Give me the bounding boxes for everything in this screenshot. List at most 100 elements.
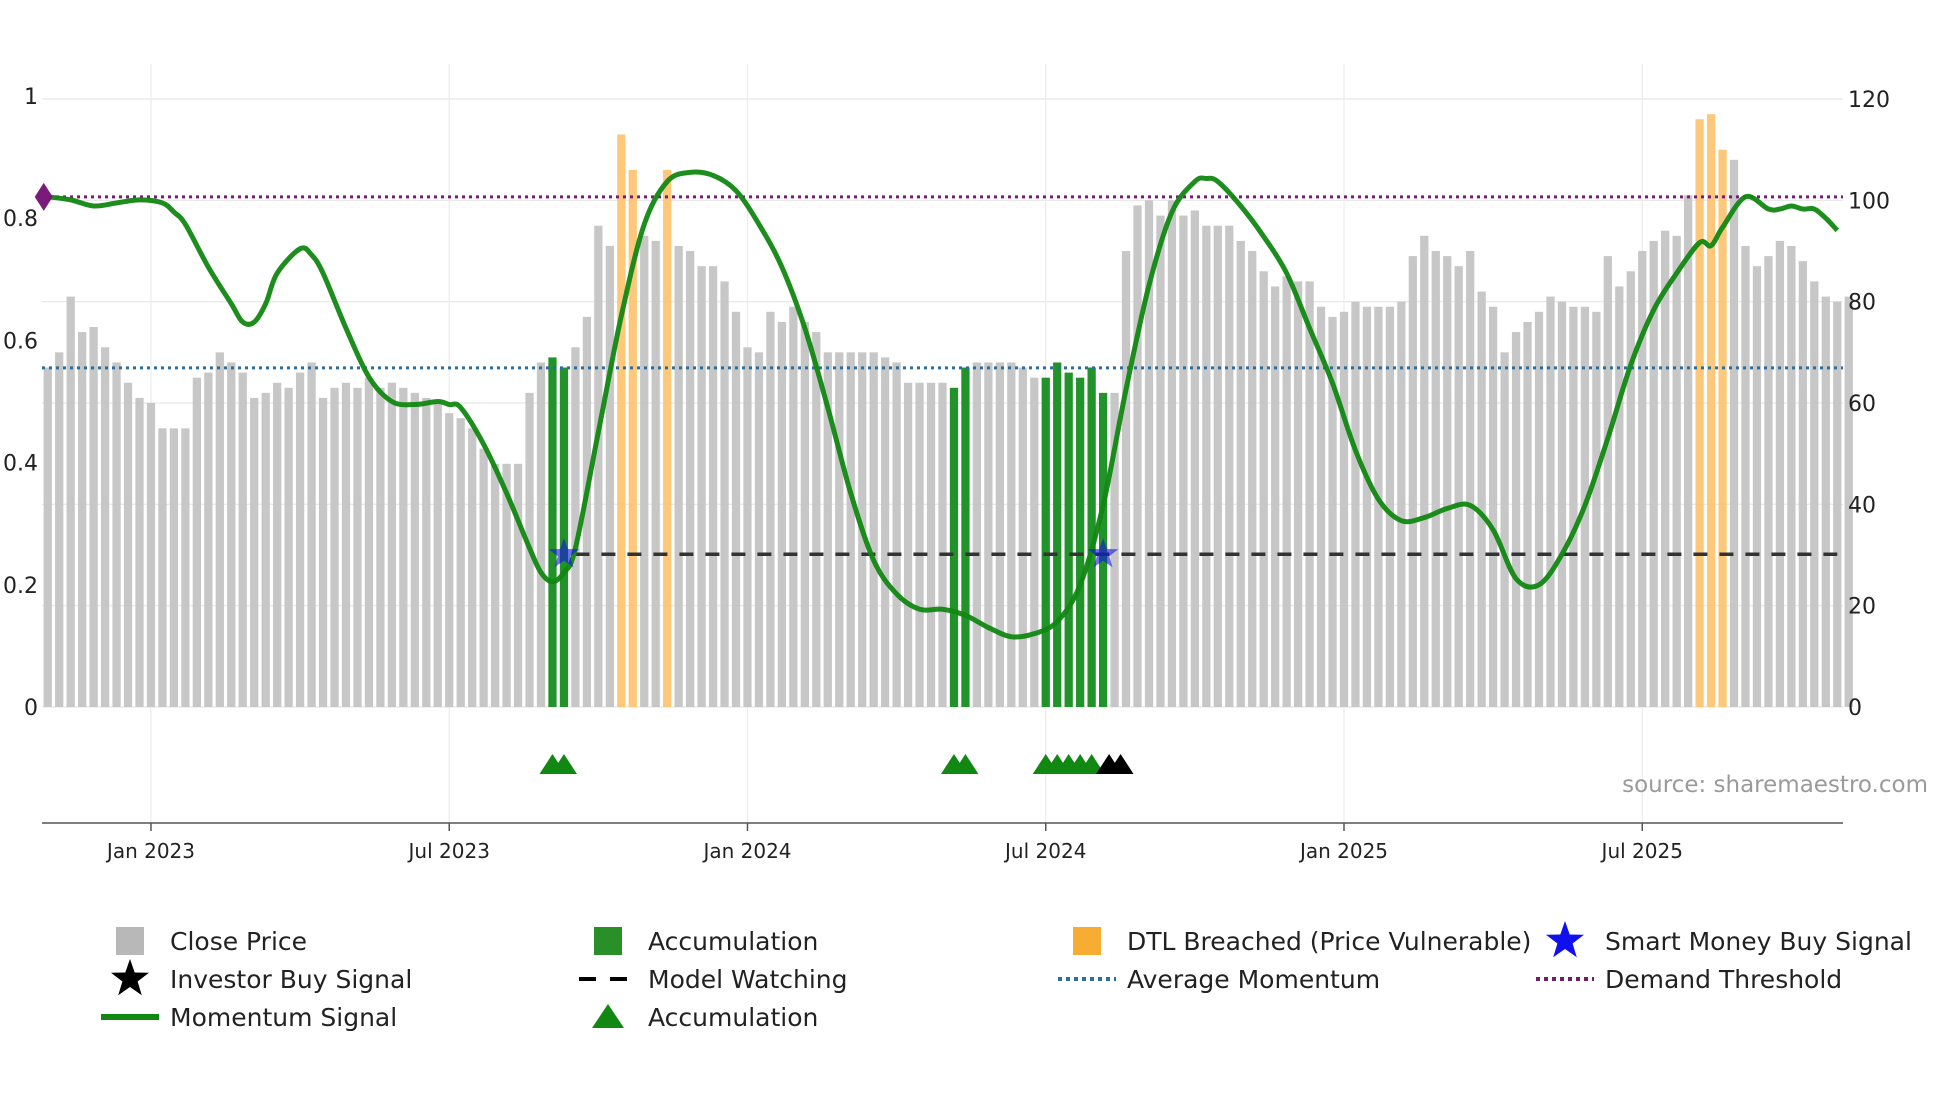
signal-lines: [42, 169, 1843, 640]
close-price-bar: [468, 428, 477, 707]
close-price-bar: [445, 413, 454, 707]
close-price-bar: [1729, 159, 1739, 708]
close-price-bar: [169, 428, 179, 707]
close-price-bar: [1844, 296, 1853, 707]
close-price-bar: [594, 225, 603, 707]
close-price-bar: [135, 397, 144, 707]
close-price-bar: [1271, 286, 1280, 707]
right-tick-label: 100: [1848, 189, 1890, 214]
close-price-bar: [1592, 311, 1601, 707]
legend-label: Smart Money Buy Signal: [1605, 927, 1912, 956]
close-price-bar: [215, 352, 224, 707]
legend-item: Model Watching: [579, 965, 848, 994]
legend-item: Investor Buy Signal: [111, 959, 412, 996]
close-price-bar: [1156, 215, 1165, 708]
close-price-bar: [1833, 301, 1842, 707]
dtl-breached-bar: [617, 134, 626, 707]
close-price-bar: [743, 347, 752, 707]
start-marker-diamond: [34, 182, 53, 211]
legend-swatch: [594, 927, 622, 955]
close-price-bar: [1121, 251, 1131, 707]
legend-star-icon: [111, 959, 149, 996]
close-price-bar: [1397, 301, 1406, 707]
accumulation-bar: [548, 357, 557, 707]
right-tick-label: 0: [1848, 696, 1862, 721]
close-price-bar: [227, 362, 236, 707]
close-price-bar: [490, 463, 500, 707]
close-price-bar: [1202, 225, 1211, 707]
close-price-bar: [1167, 200, 1177, 708]
close-price-bar: [181, 428, 190, 707]
accumulation-bar: [559, 367, 569, 707]
close-price-bar: [513, 463, 523, 707]
close-price-bar: [972, 362, 982, 707]
close-price-bar: [881, 357, 890, 707]
close-price-bar: [1236, 240, 1245, 707]
legend-item: Average Momentum: [1058, 965, 1380, 994]
close-price-bar: [823, 352, 832, 707]
accumulation-bar: [1041, 377, 1050, 707]
close-price-bar: [686, 251, 695, 707]
close-price-bar: [1374, 306, 1383, 707]
legend-label: Accumulation: [648, 927, 818, 956]
close-price-bar: [1477, 291, 1486, 707]
close-price-bar: [1569, 306, 1578, 707]
legend-item: Momentum Signal: [101, 1003, 397, 1032]
close-price-bar: [789, 306, 798, 707]
momentum-signal-line: [47, 169, 1840, 640]
close-price-bar: [915, 382, 924, 707]
dtl-breached-bar: [663, 169, 672, 707]
right-tick-label: 60: [1848, 392, 1876, 417]
close-price-bar: [1362, 306, 1372, 707]
close-price-bar: [1259, 271, 1268, 707]
close-price-bar: [1764, 256, 1773, 707]
close-price-bar: [1649, 240, 1658, 707]
left-tick-label: 0.4: [3, 452, 38, 477]
left-tick-label: 0.8: [3, 207, 38, 232]
close-price-bar: [43, 367, 52, 707]
close-price-bar: [1523, 321, 1532, 707]
x-tick-label: Jul 2024: [1003, 839, 1086, 863]
close-price-bar: [984, 362, 993, 707]
close-price-bar: [846, 352, 855, 707]
right-tick-label: 120: [1848, 88, 1890, 113]
close-price-bar: [353, 387, 362, 707]
close-price-bar: [938, 382, 947, 707]
source-annotation: source: sharemaestro.com: [1622, 772, 1928, 798]
legend-swatch: [116, 927, 144, 955]
left-tick-label: 0: [24, 696, 38, 721]
close-price-bar: [78, 332, 87, 707]
legend-label: Model Watching: [648, 965, 848, 994]
close-price-bar: [1798, 261, 1807, 707]
close-price-bar: [1293, 281, 1303, 707]
left-tick-label: 1: [24, 85, 38, 110]
x-tick-label: Jul 2025: [1600, 839, 1683, 863]
legend-swatch: [1073, 927, 1101, 955]
close-price-bar: [926, 382, 936, 707]
close-price-bar: [777, 321, 787, 707]
close-price-bar: [307, 362, 316, 707]
smart-money-buy-star: [1087, 538, 1119, 568]
close-price-bar: [1752, 266, 1762, 707]
close-price-bar: [1408, 256, 1417, 707]
close-price-bar: [1488, 306, 1498, 707]
close-price-bar: [295, 372, 305, 707]
close-price-bar: [273, 382, 282, 707]
close-price-bar: [479, 448, 488, 707]
x-tick-label: Jan 2024: [701, 839, 791, 863]
close-price-bar: [1454, 266, 1463, 707]
legend: Close Price Accumulation DTL Breached (Pri…: [101, 921, 1912, 1032]
close-price-bar: [1328, 316, 1337, 707]
close-price-bar: [1626, 271, 1635, 707]
close-price-bar: [1030, 377, 1039, 707]
close-price-bar: [1305, 281, 1314, 707]
legend-label: Demand Threshold: [1605, 965, 1842, 994]
close-price-bar: [1511, 332, 1521, 707]
close-price-bar: [892, 362, 901, 707]
close-price-bar: [1339, 311, 1349, 707]
close-price-bar: [261, 392, 270, 707]
close-price-bar: [1672, 235, 1681, 708]
left-tick-label: 0.2: [3, 574, 38, 599]
close-price-bar: [1557, 301, 1567, 707]
